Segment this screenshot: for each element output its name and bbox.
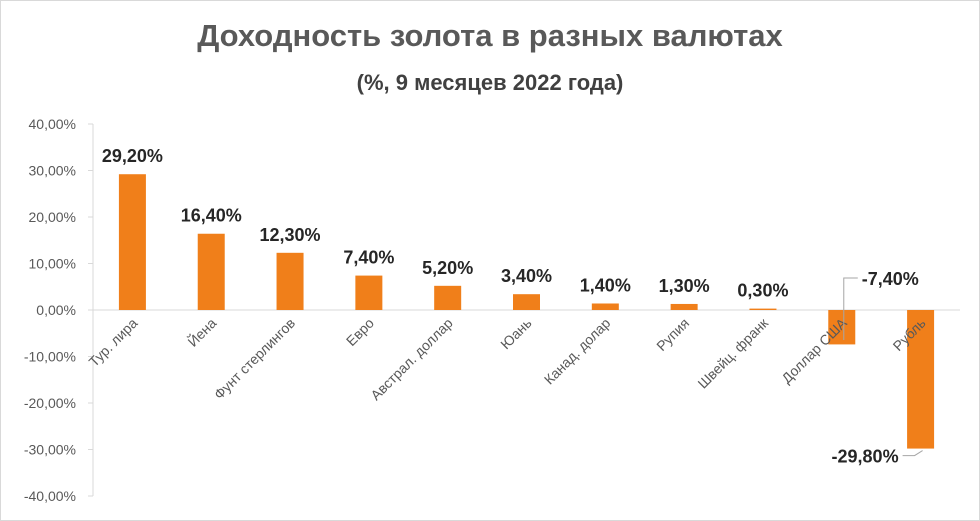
- category-label: Юань: [497, 315, 534, 352]
- category-label: Швейц. франк: [694, 314, 771, 391]
- category-label: Тур. лира: [86, 315, 141, 370]
- data-label: 7,40%: [343, 248, 394, 268]
- bar: [670, 303, 698, 310]
- category-label: Йена: [184, 314, 220, 350]
- data-label: 1,30%: [659, 276, 710, 296]
- data-label: 0,30%: [737, 281, 788, 301]
- data-label: -7,40%: [862, 269, 919, 289]
- y-tick-label: -20,00%: [24, 395, 76, 411]
- y-tick-label: 30,00%: [29, 163, 76, 179]
- y-tick-label: 40,00%: [29, 116, 76, 132]
- leader-line: [843, 277, 858, 340]
- axis-layer: 40,00% 30,00% 20,00% 10,00% 0,00% -10,00% -20,…: [24, 116, 960, 504]
- category-label: Доллар США: [778, 314, 850, 386]
- leader-line: [902, 450, 923, 457]
- chart-subtitle: (%, 9 месяцев 2022 года): [356, 70, 624, 95]
- y-tick-label: 20,00%: [29, 209, 76, 225]
- bar: [434, 285, 462, 310]
- data-label: 1,40%: [580, 275, 631, 295]
- y-tick-label: -40,00%: [24, 488, 76, 504]
- bar: [591, 303, 619, 310]
- data-label: 16,40%: [181, 206, 242, 226]
- data-label: 29,20%: [102, 146, 163, 166]
- y-tick-label: -10,00%: [24, 349, 76, 365]
- bar-layer: [118, 174, 935, 449]
- category-label: Евро: [343, 315, 377, 349]
- bar: [513, 294, 540, 310]
- y-tick-label: -30,00%: [24, 442, 76, 458]
- bar: [828, 310, 856, 345]
- bar: [355, 275, 383, 310]
- bar: [118, 174, 146, 310]
- data-label: 12,30%: [260, 225, 321, 245]
- category-label: Австрал. доллар: [367, 315, 456, 404]
- y-tick-label: 10,00%: [29, 256, 76, 272]
- data-label: 3,40%: [501, 266, 552, 286]
- bar: [197, 233, 225, 310]
- bar: [907, 310, 935, 449]
- bar: [276, 252, 304, 310]
- bar: [749, 308, 777, 310]
- category-label: Канад. долар: [541, 315, 614, 388]
- category-label: Фунт стерлингов: [211, 315, 299, 403]
- category-label: Рупия: [653, 315, 692, 354]
- chart-title: Доходность золота в разных валютах: [197, 18, 783, 53]
- data-label: 5,20%: [422, 258, 473, 278]
- y-tick-label: 0,00%: [36, 302, 76, 318]
- data-label: -29,80%: [832, 447, 899, 467]
